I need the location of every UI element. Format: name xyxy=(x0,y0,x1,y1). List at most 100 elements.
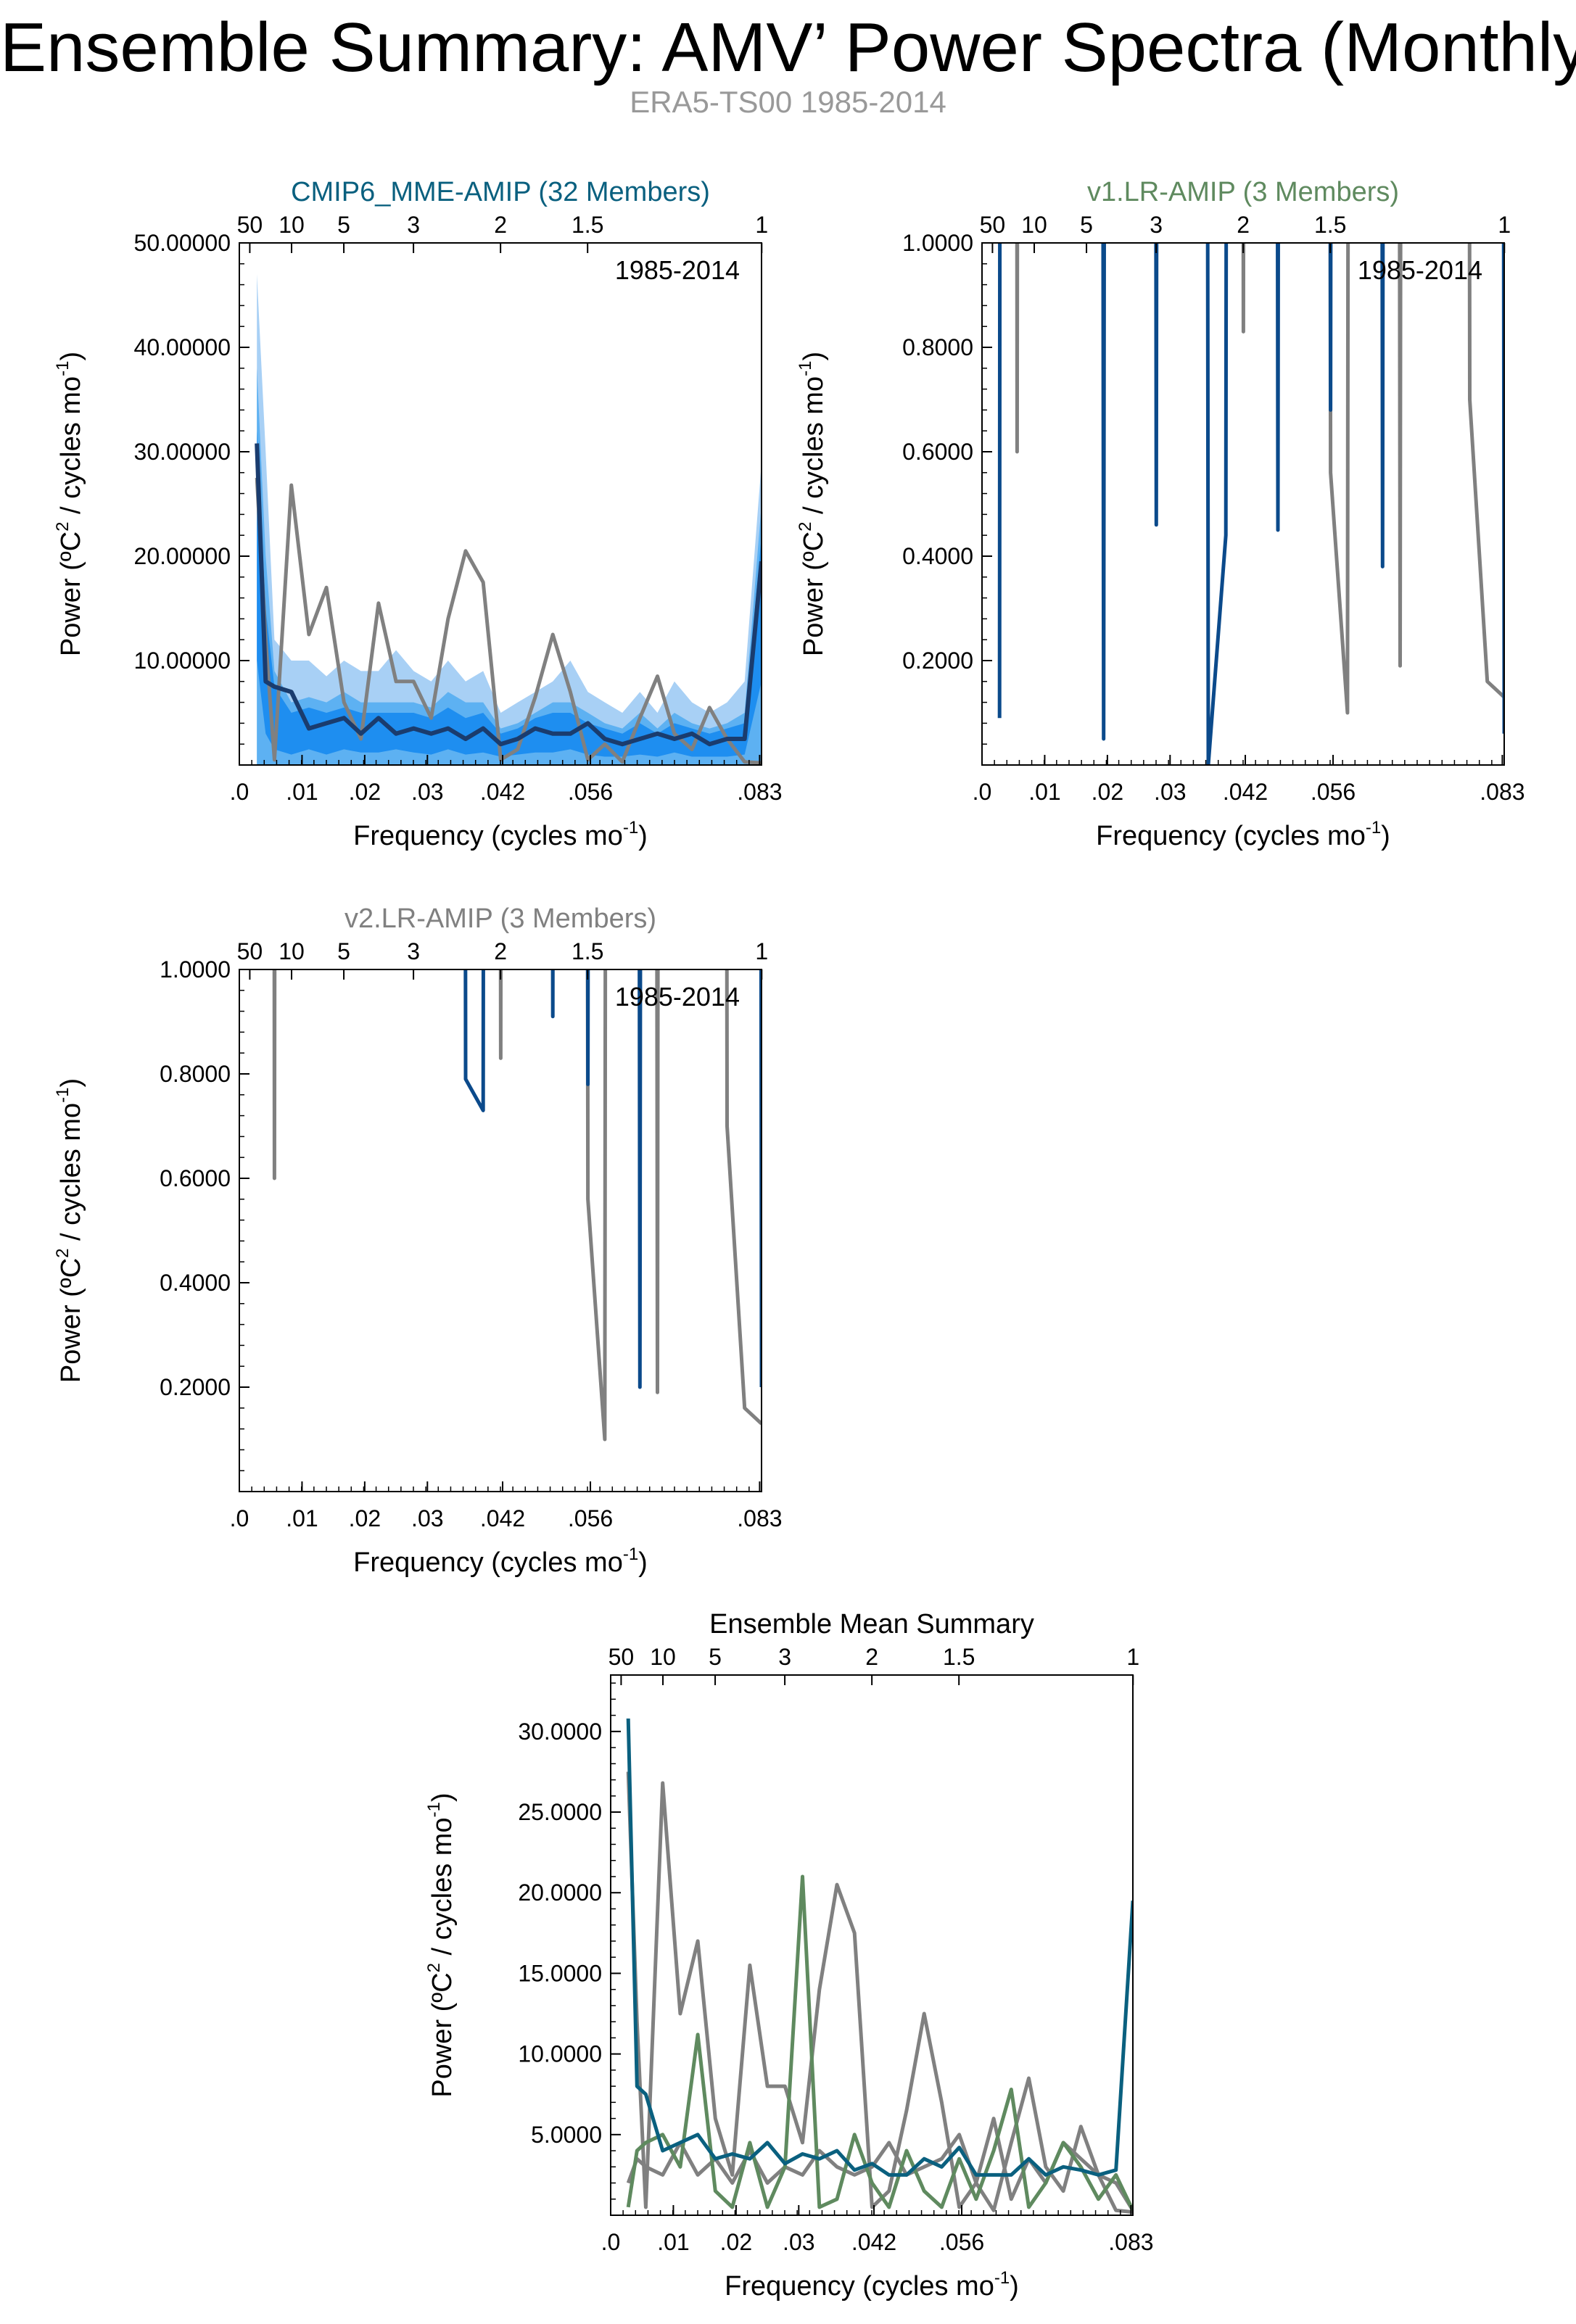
top-tick-label: 10 xyxy=(279,938,305,964)
top-tick-label: 5 xyxy=(1080,212,1093,238)
top-tick-label: 5 xyxy=(337,212,350,238)
chart-title: CMIP6_MME-AMIP (32 Members) xyxy=(291,177,710,207)
x-tick-label: .0 xyxy=(601,2229,621,2255)
x-tick-label: .02 xyxy=(1092,779,1123,805)
y-tick-label: 0.8000 xyxy=(160,1061,231,1087)
plot-area xyxy=(626,1718,1133,2215)
y-tick-label: 40.00000 xyxy=(134,334,231,360)
y-tick-label: 1.0000 xyxy=(160,956,231,983)
y-tick-label: 0.6000 xyxy=(902,439,973,465)
x-tick-label: .03 xyxy=(411,1505,443,1531)
plot-frame xyxy=(610,1674,1134,2216)
x-tick-label: .0 xyxy=(973,779,992,805)
top-tick-label: 1.5 xyxy=(572,212,603,238)
y-tick-label: 30.00000 xyxy=(134,439,231,465)
chart-2: .0 .01 .02 .03 .042 .056 .083 50 10 5 3 2 1.5 1 0.2000… xyxy=(796,177,1525,851)
y-axis-label: Power (ºC2 / cycles mo-1) xyxy=(53,352,86,656)
y-tick-label: 10.00000 xyxy=(134,648,231,674)
x-tick-label: .03 xyxy=(783,2229,814,2255)
top-tick-label: 1 xyxy=(1126,1644,1139,1670)
x-tick-label: .02 xyxy=(349,779,381,805)
top-tick-label: 1.5 xyxy=(943,1644,975,1670)
chart-1: .0 .01 .02 .03 .042 .056 .083 50 10 5 3 2 1.5 1 10.000… xyxy=(53,177,783,851)
x-tick-label: .02 xyxy=(349,1505,381,1531)
series-line-1 xyxy=(1015,243,1504,715)
x-axis-label: Frequency (cycles mo-1) xyxy=(353,1544,648,1578)
x-tick-label: .0 xyxy=(230,1505,249,1531)
x-tick-label: .042 xyxy=(480,1505,525,1531)
y-tick-label: 20.00000 xyxy=(134,543,231,569)
x-tick-label: .042 xyxy=(1223,779,1268,805)
series-line-1 xyxy=(255,477,762,765)
x-axis-label: Frequency (cycles mo-1) xyxy=(1096,818,1390,851)
top-tick-label: 10 xyxy=(1021,212,1047,238)
y-axis-label: Power (ºC2 / cycles mo-1) xyxy=(53,1078,86,1383)
x-tick-label: .01 xyxy=(657,2229,689,2255)
top-tick-label: 3 xyxy=(407,938,420,964)
chart-3: .0 .01 .02 .03 .042 .056 .083 50 10 5 3 2 1.5 1 0.2000… xyxy=(53,903,783,1578)
chart-title: v2.LR-AMIP (3 Members) xyxy=(345,903,656,934)
series-line-1 xyxy=(272,969,762,1442)
series-line-2 xyxy=(997,243,1504,765)
top-tick-label: 50 xyxy=(237,212,263,238)
top-tick-label: 1 xyxy=(755,938,768,964)
x-tick-label: .03 xyxy=(1154,779,1186,805)
y-axis-label: Power (ºC2 / cycles mo-1) xyxy=(796,352,829,656)
top-tick-label: 3 xyxy=(1150,212,1163,238)
y-tick-label: 0.8000 xyxy=(902,334,973,360)
top-tick-label: 10 xyxy=(650,1644,676,1670)
y-tick-label: 0.4000 xyxy=(160,1270,231,1296)
x-tick-label: .056 xyxy=(939,2229,984,2255)
y-tick-label: 10.0000 xyxy=(518,2041,602,2067)
plot-area xyxy=(997,243,1504,765)
top-tick-label: 5 xyxy=(337,938,350,964)
x-axis-label: Frequency (cycles mo-1) xyxy=(725,2268,1019,2302)
top-tick-label: 2 xyxy=(494,212,507,238)
band-outer xyxy=(257,274,762,765)
x-tick-label: .083 xyxy=(737,1505,782,1531)
top-tick-label: 2 xyxy=(1237,212,1250,238)
page-title: Ensemble Summary: AMV’ Power Spectra (Mo… xyxy=(0,9,1576,86)
x-tick-label: .01 xyxy=(1028,779,1060,805)
top-tick-label: 3 xyxy=(778,1644,791,1670)
chart-title: v1.LR-AMIP (3 Members) xyxy=(1087,177,1399,207)
chart-title: Ensemble Mean Summary xyxy=(709,1609,1034,1639)
x-tick-label: .042 xyxy=(851,2229,896,2255)
x-tick-label: .01 xyxy=(286,1505,318,1531)
x-tick-label: .0 xyxy=(230,779,249,805)
plot-area xyxy=(255,274,762,765)
top-tick-label: 1.5 xyxy=(572,938,603,964)
top-tick-label: 10 xyxy=(279,212,305,238)
y-tick-label: 15.0000 xyxy=(518,1960,602,1986)
plot-area xyxy=(272,969,762,1442)
x-tick-label: .056 xyxy=(568,779,613,805)
y-axis-label: Power (ºC2 / cycles mo-1) xyxy=(424,1792,458,2097)
period-annotation: 1985-2014 xyxy=(615,255,740,285)
y-tick-label: 0.2000 xyxy=(902,648,973,674)
x-tick-label: .083 xyxy=(737,779,782,805)
period-annotation: 1985-2014 xyxy=(615,982,740,1012)
series-line-3 xyxy=(626,1874,1133,2212)
x-tick-label: .083 xyxy=(1480,779,1525,805)
series-line-4 xyxy=(626,1718,1133,2177)
x-tick-label: .083 xyxy=(1108,2229,1153,2255)
top-tick-label: 1 xyxy=(755,212,768,238)
y-tick-label: 0.6000 xyxy=(160,1165,231,1191)
x-axis-label: Frequency (cycles mo-1) xyxy=(353,818,648,851)
top-tick-label: 50 xyxy=(608,1644,635,1670)
x-tick-label: .042 xyxy=(480,779,525,805)
series-line-1 xyxy=(626,1771,1133,2215)
page-subtitle: ERA5-TS00 1985-2014 xyxy=(630,85,946,119)
x-tick-label: .056 xyxy=(1311,779,1356,805)
top-tick-label: 2 xyxy=(865,1644,878,1670)
top-tick-label: 1 xyxy=(1498,212,1511,238)
top-tick-label: 1.5 xyxy=(1314,212,1346,238)
y-tick-label: 20.0000 xyxy=(518,1880,602,1906)
x-tick-label: .01 xyxy=(286,779,318,805)
y-tick-label: 5.0000 xyxy=(531,2122,602,2148)
x-tick-label: .03 xyxy=(411,779,443,805)
top-tick-label: 50 xyxy=(980,212,1006,238)
top-tick-label: 2 xyxy=(494,938,507,964)
y-tick-label: 50.00000 xyxy=(134,230,231,256)
